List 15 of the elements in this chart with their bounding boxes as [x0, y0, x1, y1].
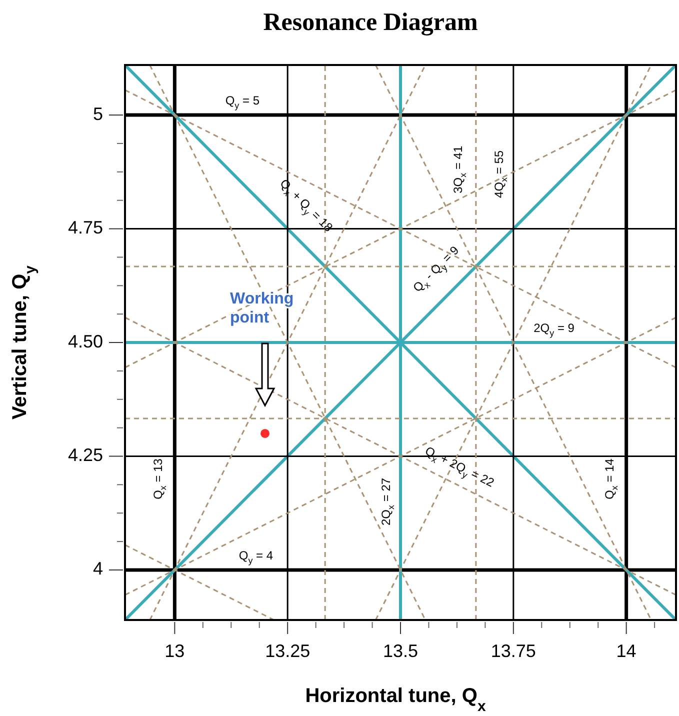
chart-title: Resonance Diagram: [263, 9, 478, 36]
x-tick-label: 13.75: [490, 641, 536, 661]
series-label: Q$_{y}$ = 4: [238, 548, 274, 566]
x-tick-label: 13.5: [382, 641, 418, 661]
y-tick-label: 4.25: [68, 444, 103, 465]
y-tick-label: 4.75: [68, 218, 103, 238]
x-tick-label: 13.25: [265, 641, 310, 661]
series-label: 2Q$_{y}$ = 9: [534, 321, 575, 338]
y-tick-label: 5: [92, 104, 103, 124]
x-tick-label: 14: [616, 641, 636, 661]
x-tick-label: 13: [164, 641, 185, 661]
y-tick-label: 4.50: [68, 331, 103, 352]
x-axis-title: Horizontal tune, Q$_{x}$: [305, 685, 486, 714]
y-tick-label: 4: [92, 558, 103, 579]
series-label: Q$_{y}$ = 5: [225, 94, 260, 111]
